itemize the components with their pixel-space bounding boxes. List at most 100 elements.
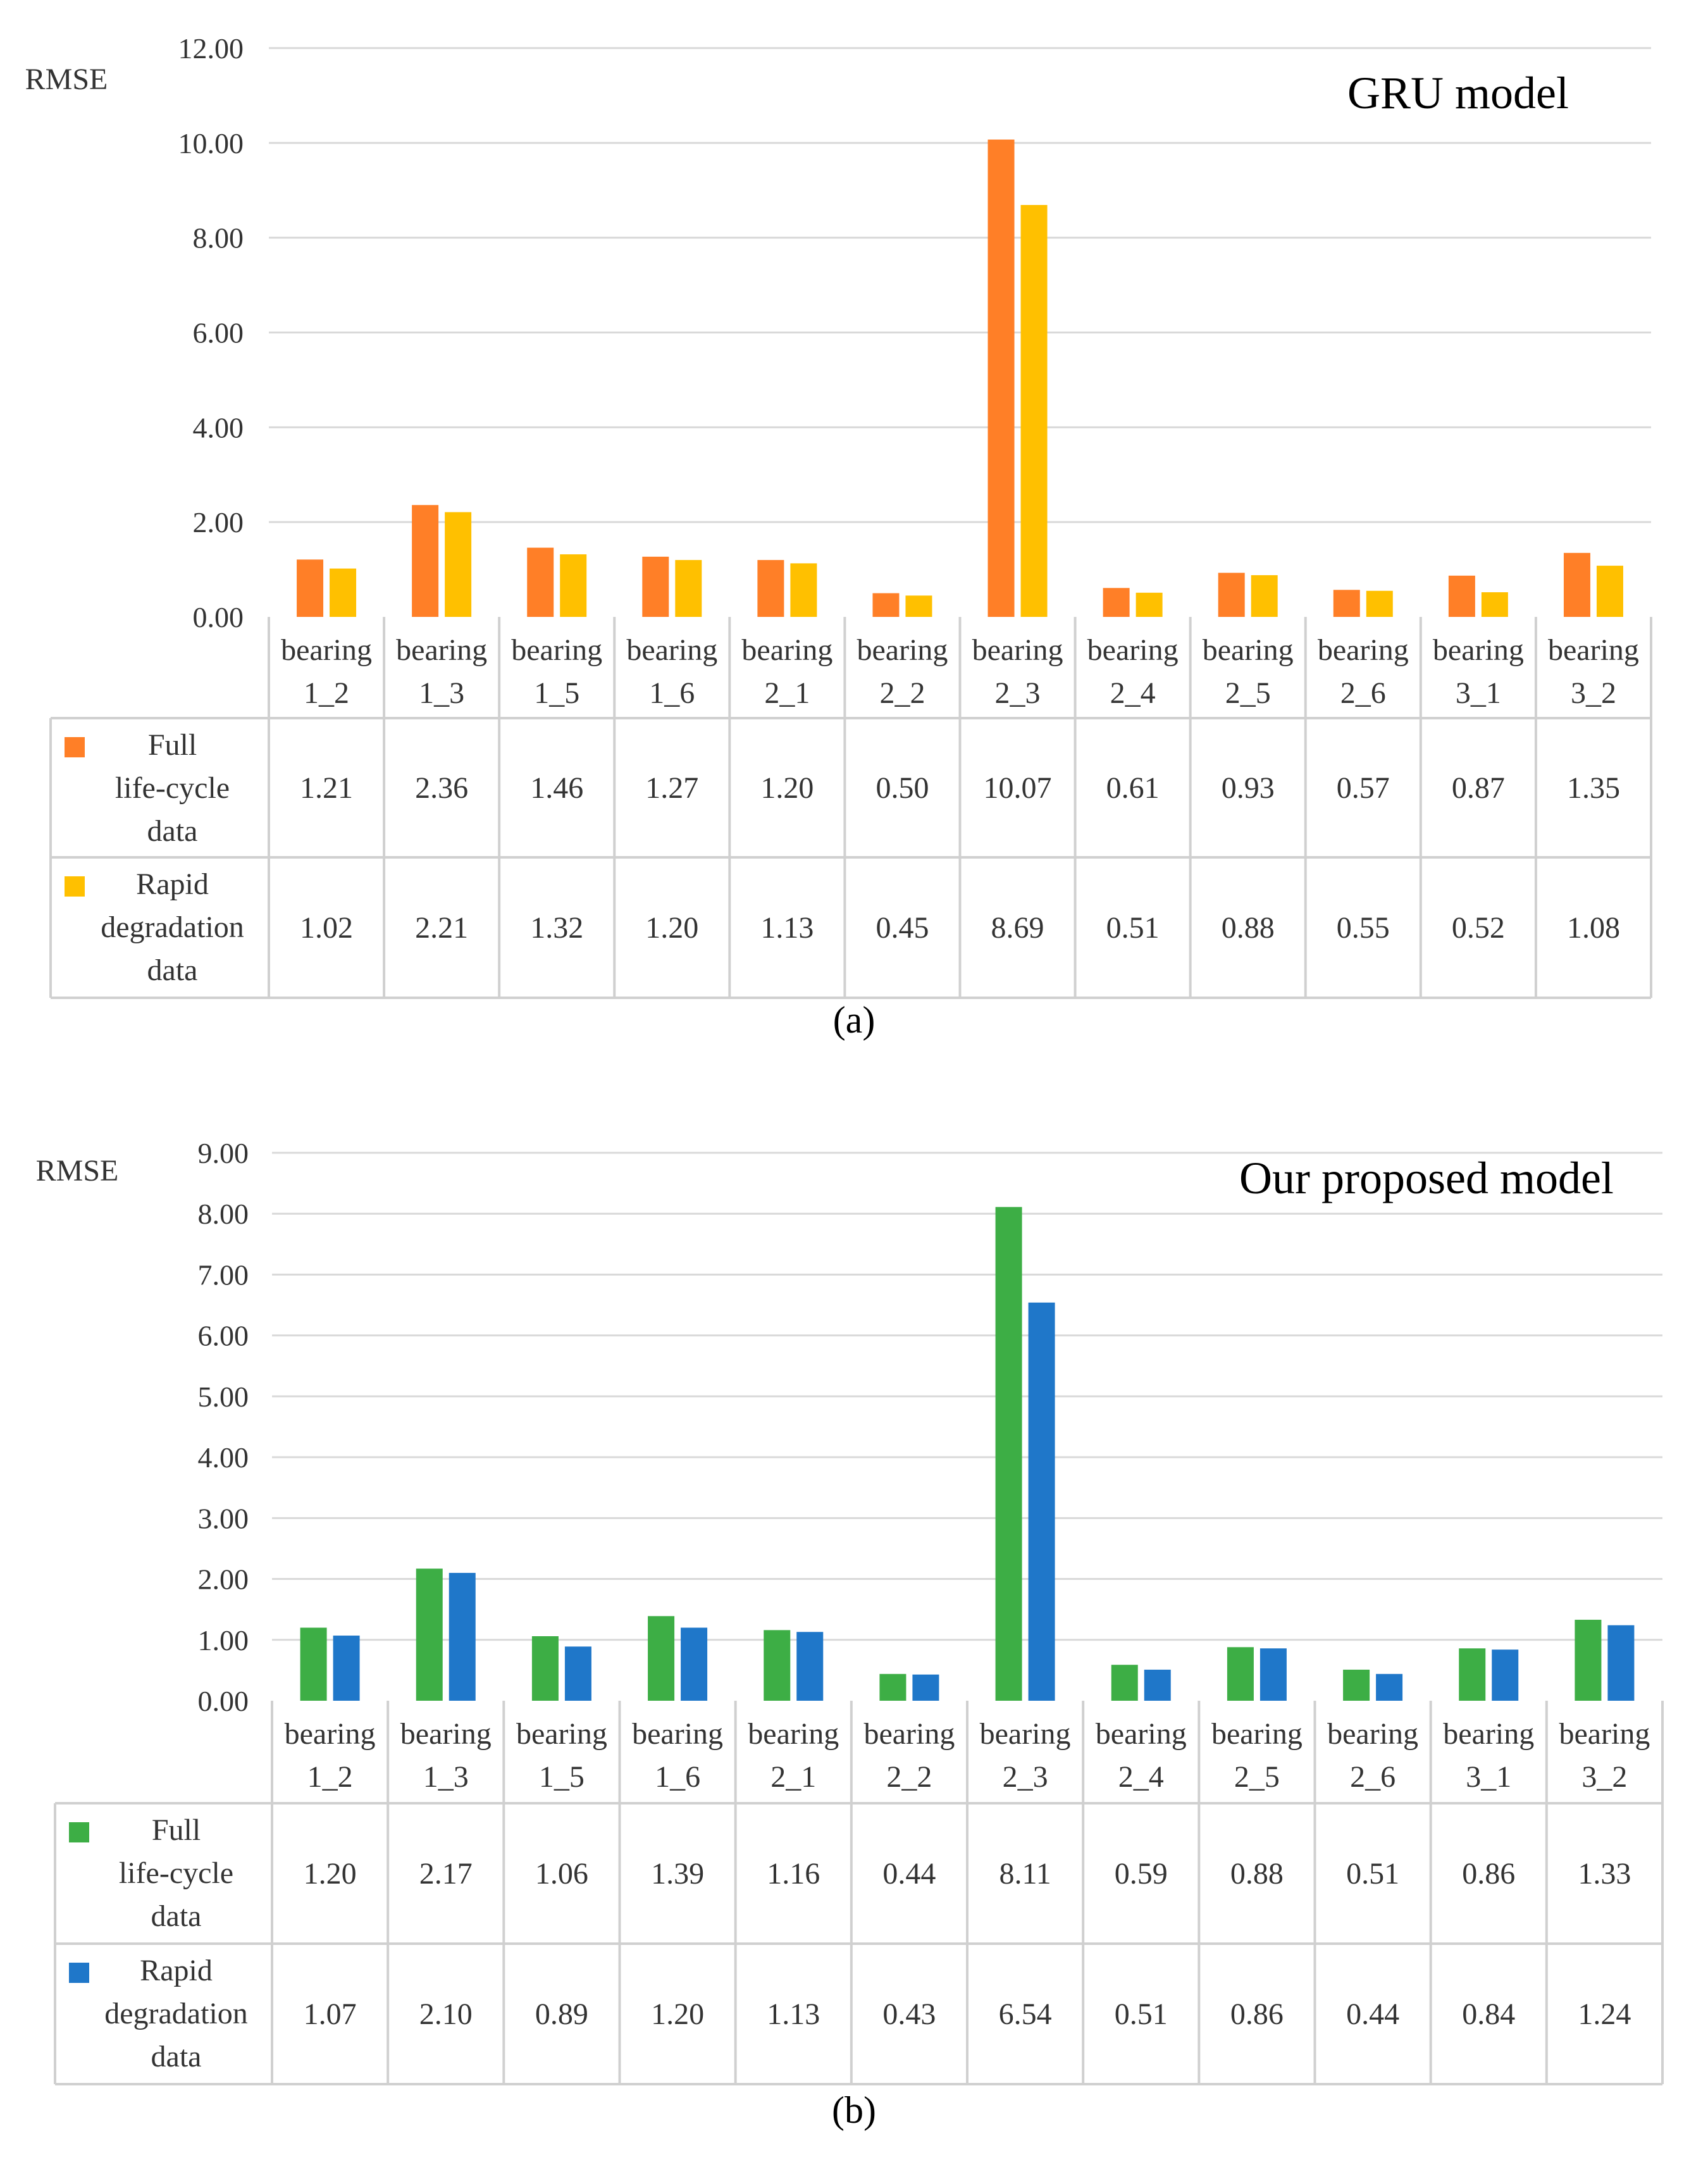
category-label: 2_4 [1118, 1760, 1164, 1794]
panel-a: 0.00 2.00 4.00 6.00 8.00 10.00 12.00 RMSE GRU mo… [25, 32, 1652, 1041]
data-label: 0.87 [1452, 771, 1505, 805]
data-label: 2.36 [415, 771, 468, 805]
data-label: 1.13 [767, 1997, 820, 2031]
category-label: 2_5 [1234, 1760, 1280, 1794]
category-label: 3_1 [1456, 676, 1501, 710]
legend-label: Rapid [136, 867, 209, 901]
bar [1251, 575, 1278, 617]
category-label: 2_3 [1003, 1760, 1048, 1794]
y-axis-label: RMSE [36, 1154, 119, 1188]
legend-label: data [147, 953, 198, 987]
bar [449, 1572, 476, 1701]
y-tick-label: 0.00 [198, 1685, 249, 1717]
y-tick-label: 2.00 [193, 506, 244, 538]
category-label: bearing [281, 633, 372, 667]
bar [560, 554, 587, 617]
bar [872, 593, 900, 617]
data-label: 1.33 [1578, 1857, 1631, 1891]
bar [675, 560, 702, 617]
y-tick-label: 3.00 [198, 1502, 249, 1534]
data-label: 1.02 [300, 911, 353, 945]
data-label: 1.20 [760, 771, 814, 805]
category-label: bearing [632, 1717, 723, 1751]
data-label: 0.59 [1115, 1857, 1168, 1891]
bar [764, 1630, 791, 1701]
y-axis-label: RMSE [25, 63, 108, 96]
bar [412, 505, 439, 617]
bar [416, 1568, 443, 1701]
bar [1459, 1648, 1486, 1701]
bar [330, 568, 357, 617]
bar [681, 1627, 708, 1701]
data-label: 0.61 [1106, 771, 1160, 805]
data-label: 0.86 [1462, 1857, 1515, 1891]
data-label: 1.32 [530, 911, 583, 945]
y-tick-label: 5.00 [198, 1381, 249, 1413]
category-label: bearing [1327, 1717, 1418, 1751]
category-label: bearing [396, 633, 487, 667]
category-label: 3_2 [1581, 1760, 1627, 1794]
category-label: bearing [980, 1717, 1071, 1751]
bar [790, 563, 817, 617]
data-label: 1.20 [651, 1997, 704, 2031]
bar [333, 1636, 360, 1701]
y-tick-label: 8.00 [193, 222, 244, 254]
legend-label: Full [152, 1813, 201, 1847]
category-label: 1_5 [534, 676, 579, 710]
data-label: 0.84 [1462, 1997, 1515, 2031]
bar [1343, 1669, 1370, 1701]
data-label: 1.39 [651, 1857, 704, 1891]
y-tick-label: 2.00 [198, 1563, 249, 1596]
category-label: bearing [1548, 633, 1639, 667]
bar [1227, 1647, 1254, 1701]
data-label: 1.46 [530, 771, 583, 805]
bar [987, 139, 1015, 617]
legend-label: data [151, 2040, 202, 2073]
bar [300, 1627, 327, 1701]
data-label: 0.55 [1337, 911, 1390, 945]
bar [1028, 1302, 1055, 1701]
bar [1103, 588, 1130, 617]
legend-swatch [65, 737, 85, 757]
bar [1111, 1665, 1138, 1701]
data-label: 10.07 [984, 771, 1052, 805]
legend-label: data [147, 814, 198, 848]
data-label: 1.07 [304, 1997, 357, 2031]
category-label: 3_2 [1571, 676, 1616, 710]
panel-label: (b) [832, 2089, 876, 2131]
bar [648, 1616, 675, 1701]
data-label: 1.13 [760, 911, 814, 945]
y-tick-label: 4.00 [193, 411, 244, 444]
category-label: 1_6 [649, 676, 695, 710]
category-label: 2_3 [995, 676, 1041, 710]
data-label: 1.27 [645, 771, 698, 805]
data-label: 1.20 [304, 1857, 357, 1891]
bar [912, 1674, 939, 1701]
data-label: 2.21 [415, 911, 468, 945]
legend-label: data [151, 1899, 202, 1933]
y-tick-label: 8.00 [198, 1198, 249, 1230]
bar [1333, 590, 1360, 617]
y-tick-label: 10.00 [178, 127, 244, 159]
data-label: 1.08 [1567, 911, 1620, 945]
category-label: bearing [1318, 633, 1409, 667]
data-label: 8.69 [991, 911, 1044, 945]
legend-swatch [65, 876, 85, 897]
data-label: 0.88 [1230, 1857, 1284, 1891]
category-label: 2_1 [770, 1760, 816, 1794]
bar [1596, 566, 1623, 617]
category-label: 1_3 [423, 1760, 469, 1794]
y-tick-label: 7.00 [198, 1258, 249, 1291]
bar [995, 1207, 1022, 1701]
data-label: 1.24 [1578, 1997, 1631, 2031]
category-label: 2_6 [1340, 676, 1386, 710]
data-label: 1.21 [300, 771, 353, 805]
category-label: bearing [1211, 1717, 1303, 1751]
bar [1136, 592, 1163, 617]
category-label: bearing [748, 1717, 839, 1751]
category-label: bearing [1559, 1717, 1650, 1751]
data-label: 0.88 [1222, 911, 1275, 945]
category-label: bearing [1203, 633, 1294, 667]
category-label: bearing [1443, 1717, 1534, 1751]
